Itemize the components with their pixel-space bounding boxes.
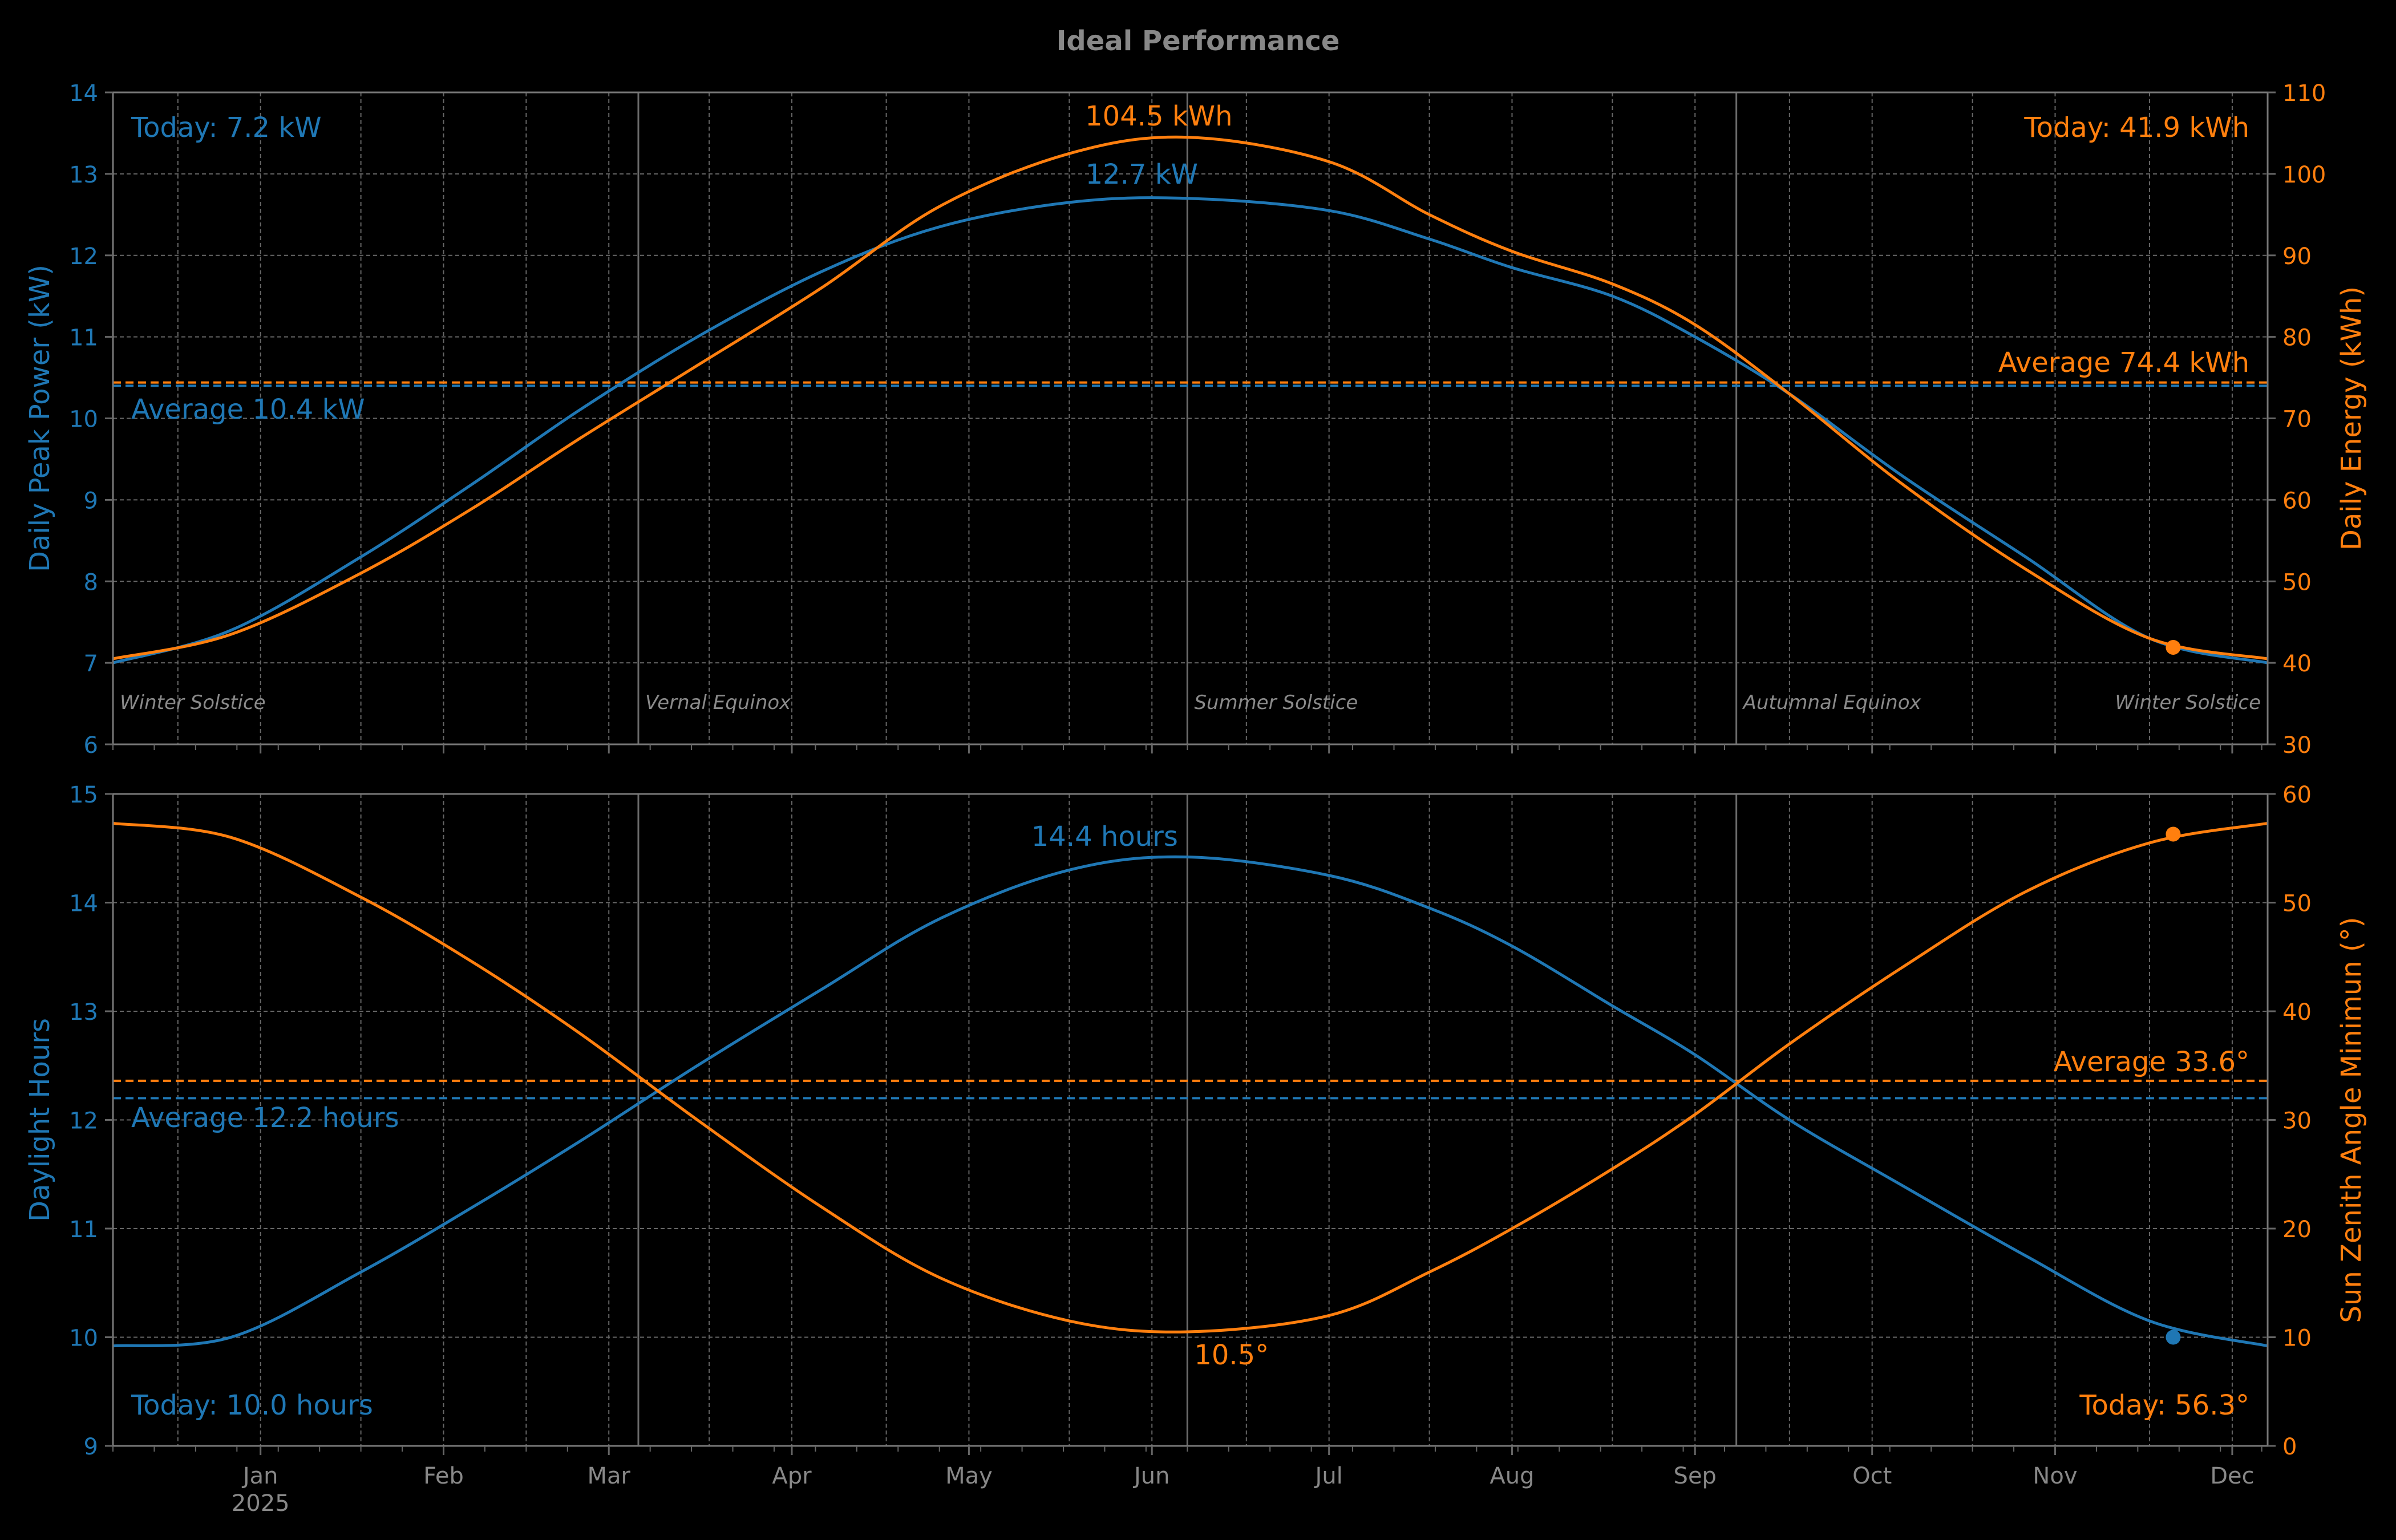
- left-tick-label: 14: [69, 891, 98, 917]
- event-label: Winter Solstice: [2115, 691, 2261, 714]
- right-tick-label: 40: [2282, 999, 2312, 1026]
- right-tick-label: 50: [2282, 891, 2312, 917]
- left-axis-label: Daily Peak Power (kW): [24, 265, 56, 572]
- event-label: Winter Solstice: [120, 691, 266, 714]
- right-series-line: [112, 135, 2268, 660]
- event-label: Vernal Equinox: [645, 691, 791, 714]
- right-tick-label: 60: [2282, 782, 2312, 808]
- left-tick-label: 9: [84, 488, 98, 514]
- month-label: Oct: [1852, 1463, 1892, 1489]
- month-label: Feb: [423, 1463, 464, 1489]
- left-tick-label: 10: [69, 1326, 98, 1352]
- left-tick-label: 13: [69, 999, 98, 1026]
- month-label: Mar: [587, 1463, 630, 1489]
- right-tick-label: 10: [2282, 1326, 2312, 1352]
- left-tick-label: 15: [69, 782, 98, 808]
- min-right-label: 10.5°: [1194, 1339, 1269, 1371]
- chart-area: 6789101112131430405060708090100110Daily …: [24, 80, 2367, 1517]
- peak-right-label: 104.5 kWh: [1085, 100, 1232, 132]
- average-right-label: Average 74.4 kWh: [1998, 347, 2249, 379]
- left-tick-label: 9: [84, 1434, 98, 1460]
- right-tick-label: 40: [2282, 651, 2312, 677]
- average-left-label: Average 10.4 kW: [131, 394, 365, 425]
- event-label: Autumnal Equinox: [1742, 691, 1922, 714]
- right-tick-label: 90: [2282, 244, 2312, 270]
- left-tick-label: 8: [84, 569, 98, 595]
- right-tick-label: 30: [2282, 1108, 2312, 1134]
- today-marker: [2166, 1330, 2181, 1345]
- left-tick-label: 6: [84, 732, 98, 759]
- left-tick-label: 12: [69, 1108, 98, 1134]
- month-label: May: [945, 1463, 993, 1489]
- today-left-label: Today: 7.2 kW: [131, 112, 322, 144]
- month-label: Sep: [1674, 1463, 1717, 1489]
- right-tick-label: 100: [2282, 162, 2326, 188]
- month-label: Aug: [1490, 1463, 1534, 1489]
- right-tick-label: 30: [2282, 732, 2312, 759]
- left-tick-label: 11: [69, 325, 98, 351]
- right-tick-label: 0: [2282, 1434, 2297, 1460]
- today-marker: [2166, 826, 2181, 842]
- right-tick-label: 50: [2282, 569, 2312, 595]
- month-label: Dec: [2210, 1463, 2254, 1489]
- year-label: 2025: [232, 1490, 290, 1517]
- peak-left-label: 14.4 hours: [1031, 821, 1178, 853]
- month-label: Nov: [2033, 1463, 2077, 1489]
- today-left-label: Today: 10.0 hours: [131, 1389, 373, 1421]
- peak-left-label: 12.7 kW: [1086, 159, 1198, 191]
- right-series-line: [112, 821, 2268, 1334]
- left-axis-label: Daylight Hours: [24, 1018, 56, 1222]
- left-tick-label: 12: [69, 244, 98, 270]
- left-tick-label: 10: [69, 407, 98, 433]
- month-label: Jun: [1132, 1463, 1170, 1489]
- left-series-line: [112, 855, 2268, 1348]
- right-tick-label: 80: [2282, 325, 2312, 351]
- panel-1: 6 7 8 9 10 11 12 13 14 30 40 50 60 70 80 90 100 110 Daily …: [24, 80, 2367, 759]
- left-tick-label: 13: [69, 162, 98, 188]
- month-label: Jul: [1314, 1463, 1343, 1489]
- left-tick-label: 11: [69, 1217, 98, 1243]
- month-label: Apr: [772, 1463, 812, 1489]
- left-tick-label: 7: [84, 651, 98, 677]
- average-right-label: Average 33.6°: [2054, 1046, 2249, 1078]
- right-axis-label: Daily Energy (kWh): [2336, 286, 2367, 550]
- panel-2: 9 10 11 12 13 14 15 0 10 20 30 40 50 60 Daylight Hours…: [24, 782, 2367, 1460]
- month-label: Jan: [241, 1463, 278, 1489]
- today-marker: [2166, 639, 2181, 655]
- event-label: Summer Solstice: [1194, 691, 1358, 714]
- left-tick-label: 14: [69, 80, 98, 107]
- average-left-label: Average 12.2 hours: [131, 1102, 399, 1134]
- today-right-label: Today: 41.9 kWh: [2023, 112, 2249, 144]
- right-tick-label: 20: [2282, 1217, 2312, 1243]
- right-axis-label: Sun Zenith Angle Minimun (°): [2336, 917, 2367, 1323]
- right-tick-label: 70: [2282, 407, 2312, 433]
- today-right-label: Today: 56.3°: [2079, 1389, 2249, 1421]
- left-series-line: [112, 196, 2268, 664]
- right-tick-label: 110: [2282, 80, 2326, 107]
- right-tick-label: 60: [2282, 488, 2312, 514]
- chart-title: Ideal Performance: [1057, 25, 1340, 57]
